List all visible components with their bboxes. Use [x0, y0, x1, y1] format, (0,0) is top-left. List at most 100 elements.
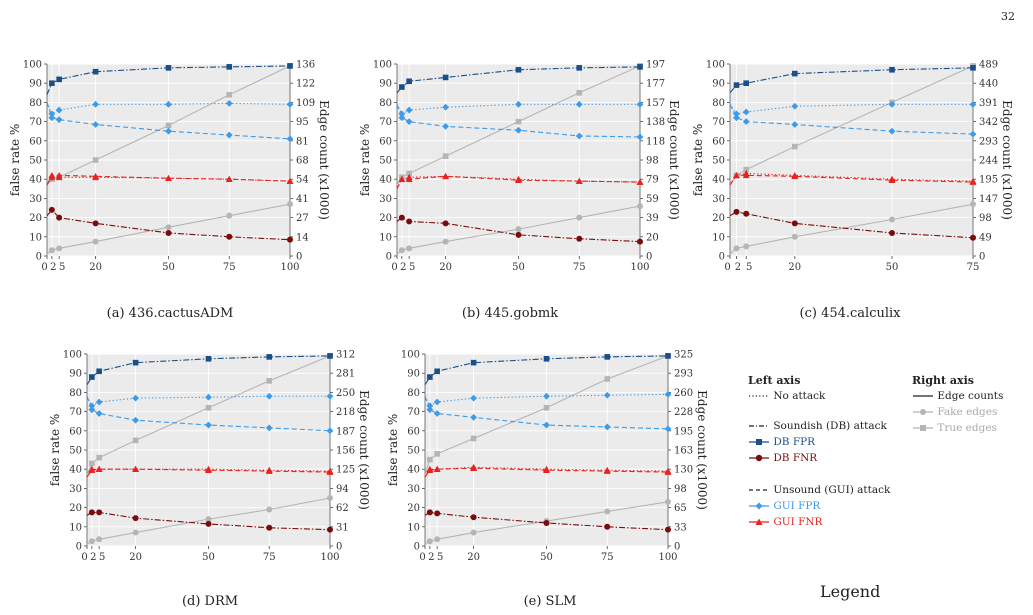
y-tick-label: 90 [379, 79, 392, 90]
data-point-db-fpr [399, 84, 405, 90]
x-tick-label: 2 [50, 262, 56, 273]
series-gui-fnr [46, 171, 294, 186]
y-tick-label: 10 [69, 522, 82, 533]
y2-axis-title: Edge count (x1000) [317, 100, 330, 220]
data-point-true-edges [442, 153, 449, 159]
series-no-attack-fpr [396, 100, 644, 118]
legend-item-unsound: Unsound (GUI) attack [748, 484, 890, 496]
series-no-attack-fpr [424, 390, 672, 410]
y-tick-label: 40 [69, 465, 82, 476]
legend-item-fake-edges: Fake edges [912, 406, 997, 418]
x-tick-label: 5 [746, 262, 752, 273]
data-point-gui-fpr [442, 123, 449, 130]
x-tick-label: 0 [391, 262, 397, 273]
series-line-db-fnr [729, 211, 974, 239]
data-point-gui-fnr [205, 466, 212, 473]
y2-tick-label: 312 [336, 350, 355, 361]
data-point-no-attack-fpr [969, 100, 977, 108]
y2-axis-title: Edge count (x1000) [1000, 100, 1013, 220]
data-point-true-edges [96, 454, 102, 461]
data-point-no-attack-fpr [55, 106, 63, 114]
x-tick-label: 100 [630, 262, 649, 273]
dotdash-line-icon [749, 425, 769, 427]
x-tick-label: 5 [59, 262, 65, 273]
y2-tick-label: 0 [674, 542, 680, 553]
series-db-fpr [86, 353, 333, 386]
data-point-db-fnr [434, 510, 441, 517]
data-point-fake-edges [426, 538, 433, 545]
y-tick-label: 80 [712, 98, 725, 109]
y2-tick-label: 260 [674, 388, 693, 399]
data-point-db-fnr [604, 523, 611, 530]
data-point-true-edges [165, 122, 172, 129]
data-point-true-edges [604, 376, 611, 382]
data-point-fake-edges [604, 508, 611, 515]
data-point-gui-fnr [664, 468, 672, 475]
data-point-gui-fpr [543, 421, 550, 429]
series-fake-edges [424, 498, 671, 545]
data-point-gui-fpr [326, 427, 334, 435]
data-point-fake-edges [48, 247, 55, 254]
data-point-true-edges [515, 118, 522, 125]
data-point-fake-edges [327, 495, 333, 501]
data-point-db-fnr [327, 526, 333, 533]
data-point-gui-fpr [88, 406, 96, 414]
data-point-fake-edges [733, 245, 740, 252]
legend-label-soundish: Soundish (DB) attack [773, 420, 887, 432]
data-point-db-fpr [470, 359, 477, 366]
y2-tick-label: 147 [979, 194, 998, 205]
y-tick-label: 90 [407, 369, 420, 380]
y2-tick-label: 197 [646, 60, 665, 71]
data-point-true-edges [576, 90, 583, 96]
data-point-gui-fpr [398, 114, 406, 122]
legend-label-fake-edges: Fake edges [937, 406, 998, 418]
data-point-gui-fnr [55, 171, 63, 179]
y-tick-label: 50 [69, 446, 82, 457]
data-point-db-fnr [165, 229, 172, 236]
y2-tick-label: 0 [336, 542, 342, 553]
y-axis-title: false rate % [358, 124, 372, 197]
data-point-db-fpr [442, 74, 449, 81]
caption-cactusadm: (a) 436.cactusADM [106, 306, 234, 321]
y2-tick-label: 62 [336, 503, 349, 514]
x-tick-label: 20 [788, 262, 801, 273]
y2-tick-label: 33 [674, 522, 687, 533]
data-point-gui-fpr [664, 425, 672, 433]
data-point-db-fpr [165, 65, 172, 71]
chart-panel-gobmk: 0 0 10 20 20 39 30 59 40 79 50 98 60 118 70 138 80 157 90 1… [350, 50, 681, 290]
x-tick-label: 0 [81, 552, 87, 563]
data-point-gui-fpr [575, 132, 583, 140]
data-point-fake-edges [576, 214, 583, 221]
data-point-db-fpr [132, 359, 139, 366]
y2-tick-label: 49 [979, 232, 992, 243]
y-tick-label: 10 [407, 522, 420, 533]
data-point-db-fnr [132, 515, 139, 522]
x-tick-label: 2 [400, 262, 406, 273]
y-tick-label: 10 [29, 232, 42, 243]
y-tick-label: 10 [712, 232, 725, 243]
x-tick-label: 75 [601, 552, 614, 563]
y2-tick-label: 98 [979, 213, 992, 224]
y2-tick-label: 20 [646, 232, 659, 243]
legend-item-db-fpr: DB FPR [748, 436, 815, 448]
data-point-gui-fnr [225, 175, 233, 182]
data-point-fake-edges [287, 201, 293, 208]
data-point-no-attack-fpr [733, 110, 740, 118]
data-point-gui-fnr [88, 466, 96, 473]
data-point-gui-fnr [95, 465, 103, 472]
y-tick-label: 30 [379, 194, 392, 205]
data-point-true-edges [266, 378, 273, 384]
y2-tick-label: 195 [674, 426, 693, 437]
y-tick-label: 70 [712, 117, 725, 128]
legend-item-soundish: Soundish (DB) attack [748, 420, 887, 432]
data-point-db-fnr [889, 229, 895, 236]
data-point-true-edges [434, 451, 440, 457]
data-point-db-fpr [733, 82, 740, 88]
data-point-db-fpr [792, 70, 798, 77]
data-point-fake-edges [205, 516, 212, 523]
data-point-true-edges [226, 91, 233, 98]
data-point-fake-edges [226, 212, 233, 219]
y2-tick-label: 95 [296, 117, 309, 128]
y-tick-label: 20 [29, 213, 42, 224]
data-point-gui-fnr [969, 178, 977, 185]
